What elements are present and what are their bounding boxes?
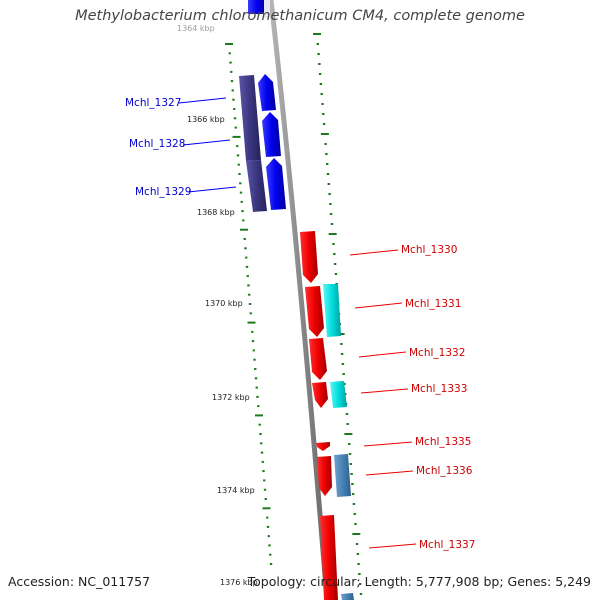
leader-line-mchl-1337 <box>368 543 417 549</box>
gene-feature-top-partial <box>248 0 266 14</box>
gene-feature-bottom-partial <box>341 593 354 600</box>
scale-label-1370: 1370 kbp <box>205 299 243 308</box>
topology-text: Topology: circular; Length: 5,777,908 bp… <box>247 574 591 589</box>
gene-feature-mchl-1332 <box>309 338 327 380</box>
leader-line-mchl-1329 <box>187 186 237 193</box>
accession-text: Accession: NC_011757 <box>8 574 151 589</box>
gene-label-mchl-1328[interactable]: Mchl_1328 <box>129 138 185 150</box>
leader-line-mchl-1327 <box>178 97 227 104</box>
genome-backbone <box>268 0 330 600</box>
gene-label-mchl-1336[interactable]: Mchl_1336 <box>416 465 473 477</box>
gene-feature-mchl-1336-steelblue <box>334 454 351 497</box>
scale-labels: 1364 kbp 1366 kbp 1368 kbp 1370 kbp 1372… <box>177 24 258 587</box>
gene-feature-mchl-1333-cyan <box>330 381 347 408</box>
gene-feature-mchl-1327 <box>258 74 276 111</box>
gene-label-mchl-1335[interactable]: Mchl_1335 <box>415 436 471 448</box>
scale-label-1368: 1368 kbp <box>197 208 235 217</box>
gene-feature-mchl-1333-red <box>312 382 328 408</box>
gene-label-mchl-1331[interactable]: Mchl_1331 <box>405 298 461 310</box>
gene-feature-mchl-1336-red <box>317 456 332 496</box>
leader-lines <box>178 97 417 549</box>
scale-label-1366: 1366 kbp <box>187 115 225 124</box>
gene-labels: Mchl_1327 Mchl_1328 Mchl_1329 Mchl_1330 … <box>125 97 475 551</box>
scale-label-1376: 1376 kbp <box>220 578 258 587</box>
gene-label-mchl-1330[interactable]: Mchl_1330 <box>401 244 457 256</box>
scale-label-1372: 1372 kbp <box>212 393 250 402</box>
leader-line-mchl-1328 <box>182 139 231 146</box>
map-title: Methylobacterium chloromethanicum CM4, c… <box>75 8 525 24</box>
leader-line-mchl-1333 <box>360 388 409 394</box>
gene-label-mchl-1333[interactable]: Mchl_1333 <box>411 383 467 395</box>
leader-line-mchl-1331 <box>354 302 403 309</box>
gene-feature-mchl-1331-cyan <box>323 284 341 337</box>
gene-label-mchl-1329[interactable]: Mchl_1329 <box>135 186 191 198</box>
gene-label-mchl-1337[interactable]: Mchl_1337 <box>419 539 475 551</box>
gene-feature-mchl-1337 <box>320 515 338 600</box>
scale-label-1364: 1364 kbp <box>177 24 215 33</box>
leader-line-mchl-1336 <box>365 470 414 476</box>
leader-line-mchl-1332 <box>358 351 407 358</box>
gene-feature-top-partial-white <box>264 0 270 18</box>
leader-line-mchl-1335 <box>363 441 413 447</box>
gene-feature-mchl-1329 <box>266 158 286 210</box>
gene-feature-mchl-1327-dark <box>239 75 261 161</box>
scale-label-1374: 1374 kbp <box>217 486 255 495</box>
gene-label-mchl-1327[interactable]: Mchl_1327 <box>125 97 181 109</box>
leader-line-mchl-1330 <box>349 249 399 256</box>
gene-feature-mchl-1329-dark <box>246 160 267 212</box>
gene-feature-mchl-1330 <box>300 231 318 283</box>
gene-feature-mchl-1335 <box>316 442 330 451</box>
inner-tick-track <box>225 43 273 565</box>
gene-feature-mchl-1331-red <box>305 286 324 337</box>
gene-feature-mchl-1328 <box>262 112 281 157</box>
gene-label-mchl-1332[interactable]: Mchl_1332 <box>409 347 465 359</box>
